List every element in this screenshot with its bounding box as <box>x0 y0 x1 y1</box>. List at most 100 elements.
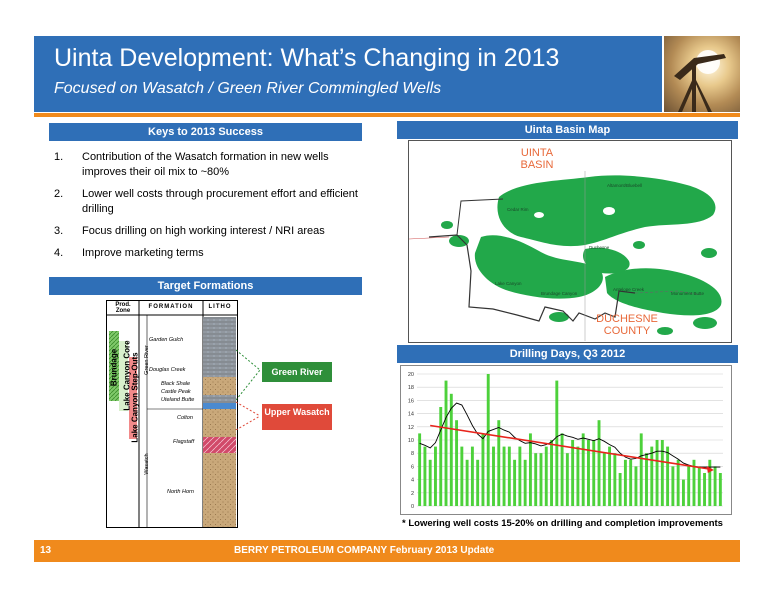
uinta-basin-map: UINTA BASIN DUCHESNE COUNTY Altamont/Blu… <box>408 140 732 343</box>
trend-line <box>430 424 710 470</box>
bar <box>602 453 606 506</box>
group-label-wasatch: Wasatch <box>144 453 150 475</box>
bar <box>708 459 712 506</box>
map-field-lake-canyon: Lake Canyon <box>495 281 522 286</box>
bar <box>513 459 517 506</box>
callout-green-river: Green River <box>262 362 332 382</box>
drilling-footnote: * Lowering well costs 15-20% on drilling… <box>402 518 723 529</box>
bar <box>681 479 685 506</box>
map-label-duchesne-county: DUCHESNE COUNTY <box>596 313 658 337</box>
bar <box>528 433 532 506</box>
y-tick-label: 8 <box>411 451 414 457</box>
bar <box>555 380 559 506</box>
bar <box>492 446 495 506</box>
bar <box>645 453 648 506</box>
keys-heading: Keys to 2013 Success <box>49 123 362 141</box>
map-heading: Uinta Basin Map <box>397 121 738 139</box>
y-tick-label: 0 <box>411 504 414 510</box>
keys-list: 1. Contribution of the Wasatch formation … <box>54 150 374 268</box>
bar <box>713 466 717 506</box>
bar <box>629 459 633 506</box>
bar <box>439 407 443 506</box>
bar <box>550 440 553 506</box>
formations-heading: Target Formations <box>49 277 362 295</box>
bar <box>655 440 659 506</box>
bar <box>534 453 538 506</box>
y-tick-label: 12 <box>408 425 414 431</box>
bar <box>470 446 474 506</box>
bar <box>455 420 459 506</box>
bar <box>565 453 569 506</box>
bar <box>486 374 490 506</box>
list-item: 1. Contribution of the Wasatch formation … <box>54 151 329 178</box>
bar <box>497 420 501 506</box>
prod-zone-header: Prod. Zone <box>115 302 131 314</box>
bar <box>423 446 427 506</box>
member-colton: Colton <box>177 415 193 421</box>
list-item: 3. Focus drilling on high working interes… <box>54 225 325 237</box>
moving-average-line <box>419 402 721 468</box>
bar <box>476 459 480 506</box>
map-field-monument-butte: Monument Butte <box>671 291 705 296</box>
bar <box>660 440 664 506</box>
callout-upper-wasatch: Upper Wasatch <box>262 404 332 430</box>
bar <box>544 446 548 506</box>
bar <box>666 446 670 506</box>
y-tick-label: 6 <box>411 464 414 470</box>
bar <box>650 446 654 506</box>
bar <box>465 459 469 506</box>
bar <box>539 453 543 506</box>
title-banner: Uinta Development: What’s Changing in 20… <box>34 36 662 112</box>
bar <box>518 446 522 506</box>
bar <box>618 473 622 506</box>
list-item: 4. Improve marketing terms <box>54 247 204 259</box>
bar <box>687 466 691 506</box>
header-rule <box>34 113 740 117</box>
drilling-heading: Drilling Days, Q3 2012 <box>397 345 738 363</box>
map-field-duchesne: Duchesne <box>589 245 610 250</box>
bar <box>634 466 638 506</box>
bar <box>571 440 575 506</box>
page-title: Uinta Development: What’s Changing in 20… <box>54 44 560 72</box>
drilling-days-plot: 0 2 4 6 8 10 12 14 16 18 20 <box>408 372 723 510</box>
map-field-altamont: Altamont/Bluebell <box>607 183 643 188</box>
bar <box>434 446 437 506</box>
map-field-antelope-creek: Antelope Creek <box>613 287 645 292</box>
bar <box>587 440 590 506</box>
bar <box>623 459 627 506</box>
zone-label-brundage: Brundage <box>109 348 119 387</box>
bar <box>592 440 596 506</box>
bar <box>523 459 527 506</box>
y-tick-label: 10 <box>408 438 414 444</box>
page-subtitle: Focused on Wasatch / Green River Comming… <box>54 80 442 97</box>
bar <box>676 459 680 506</box>
footer-company: BERRY PETROLEUM COMPANY February 2013 Up… <box>234 545 495 556</box>
y-tick-label: 16 <box>408 398 414 404</box>
zone-label-lake-canyon-step-outs: Lake Canyon Step-Outs <box>130 352 140 443</box>
trend-arrowhead <box>706 466 714 474</box>
page-number: 13 <box>40 545 52 556</box>
bar <box>481 433 485 506</box>
callout-connectors <box>236 349 261 430</box>
bar <box>613 453 617 506</box>
bar <box>507 446 511 506</box>
footer-bar: 13 BERRY PETROLEUM COMPANY February 2013… <box>34 540 740 562</box>
bar <box>418 433 422 506</box>
bar <box>718 473 722 506</box>
member-uteland-butte: Uteland Butte <box>161 397 195 403</box>
member-north-horn: North Horn <box>167 489 194 495</box>
bar <box>703 473 706 506</box>
list-item: 2. Lower well costs through procurement e… <box>54 188 358 215</box>
bar <box>576 446 580 506</box>
bar <box>671 466 675 506</box>
stratigraphic-column: Prod. Zone FORMATION LITHO Brundage Lake… <box>106 300 238 528</box>
litho-header: LITHO <box>208 304 232 310</box>
bar <box>460 446 464 506</box>
bar <box>597 420 601 506</box>
member-garden-gulch: Garden Gulch <box>149 337 184 343</box>
bar <box>444 380 448 506</box>
bar <box>581 433 585 506</box>
formation-header: FORMATION <box>148 304 194 310</box>
member-flagstaff: Flagstaff <box>173 439 195 445</box>
map-label-uinta-basin: UINTA BASIN <box>520 147 554 171</box>
